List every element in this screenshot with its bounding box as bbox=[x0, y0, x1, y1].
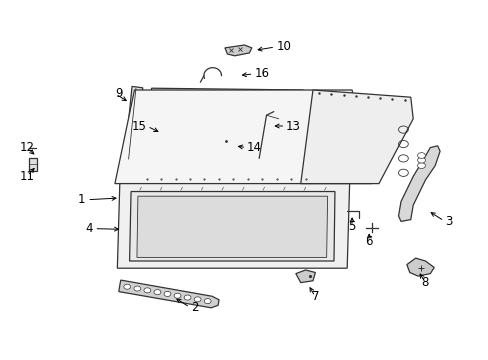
Text: 12: 12 bbox=[20, 141, 34, 154]
Polygon shape bbox=[129, 192, 334, 261]
Polygon shape bbox=[137, 196, 327, 257]
Polygon shape bbox=[406, 258, 433, 276]
Text: 16: 16 bbox=[254, 67, 269, 80]
Circle shape bbox=[123, 284, 130, 289]
Circle shape bbox=[174, 293, 181, 298]
Polygon shape bbox=[295, 270, 315, 283]
Polygon shape bbox=[119, 280, 219, 308]
Polygon shape bbox=[398, 146, 439, 221]
Text: 7: 7 bbox=[311, 291, 319, 303]
Text: 11: 11 bbox=[20, 170, 34, 183]
Text: 8: 8 bbox=[421, 276, 428, 289]
Text: 5: 5 bbox=[347, 220, 355, 233]
Polygon shape bbox=[29, 158, 37, 171]
Circle shape bbox=[184, 295, 191, 300]
Circle shape bbox=[143, 288, 150, 293]
Text: 6: 6 bbox=[365, 235, 372, 248]
Text: 1: 1 bbox=[78, 193, 85, 206]
Text: 2: 2 bbox=[190, 301, 198, 314]
Polygon shape bbox=[224, 45, 251, 56]
Circle shape bbox=[134, 286, 141, 291]
Circle shape bbox=[417, 157, 425, 163]
Polygon shape bbox=[117, 184, 349, 268]
Text: 3: 3 bbox=[444, 215, 451, 228]
Text: 14: 14 bbox=[246, 141, 262, 154]
Polygon shape bbox=[115, 90, 371, 184]
Circle shape bbox=[204, 299, 211, 304]
Circle shape bbox=[164, 292, 171, 297]
Text: 15: 15 bbox=[132, 120, 146, 132]
Circle shape bbox=[417, 163, 425, 168]
Text: 4: 4 bbox=[85, 222, 93, 235]
Text: 9: 9 bbox=[115, 87, 122, 100]
Polygon shape bbox=[139, 88, 312, 182]
Text: 13: 13 bbox=[285, 120, 300, 132]
Text: 10: 10 bbox=[276, 40, 290, 53]
Polygon shape bbox=[124, 86, 142, 162]
Circle shape bbox=[154, 289, 161, 294]
Polygon shape bbox=[300, 90, 412, 184]
Circle shape bbox=[417, 153, 425, 158]
Circle shape bbox=[194, 297, 201, 302]
